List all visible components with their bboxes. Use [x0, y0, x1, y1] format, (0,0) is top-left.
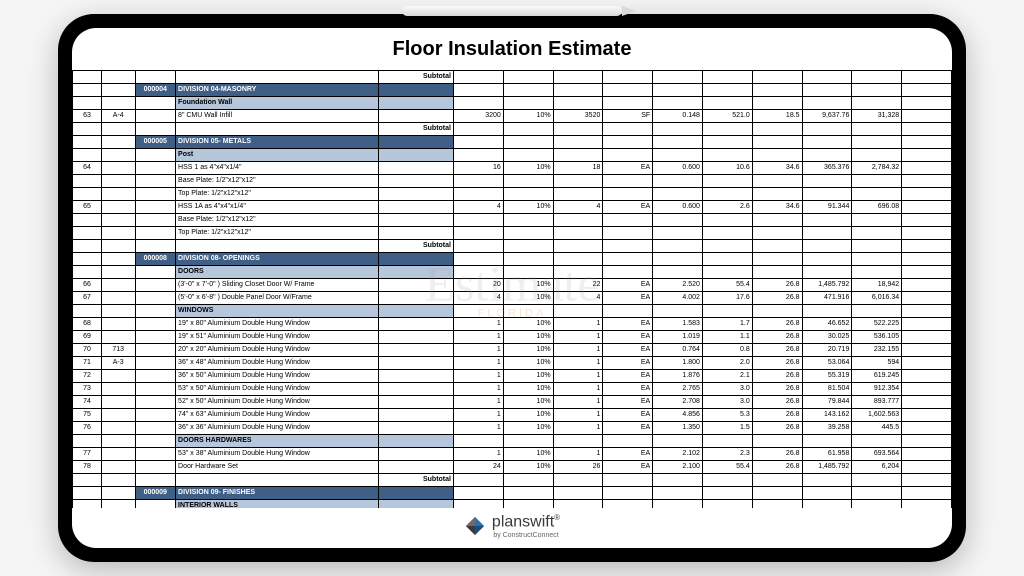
estimate-table: Subtotal000004DIVISION 04-MASONRYFoundat…	[72, 70, 952, 508]
footer: planswift® by ConstructConnect	[72, 513, 952, 542]
planswift-logo: planswift® by ConstructConnect	[464, 513, 560, 538]
spreadsheet-area: Estimate FLORIDA Subtotal000004DIVISION …	[72, 70, 952, 508]
logo-text: planswift	[492, 514, 554, 531]
planswift-icon	[464, 515, 486, 537]
tablet-frame: Floor Insulation Estimate Estimate FLORI…	[58, 14, 966, 562]
screen: Floor Insulation Estimate Estimate FLORI…	[72, 28, 952, 548]
stylus	[402, 6, 622, 16]
page-title: Floor Insulation Estimate	[72, 28, 952, 65]
logo-subtext: by ConstructConnect	[492, 532, 560, 539]
